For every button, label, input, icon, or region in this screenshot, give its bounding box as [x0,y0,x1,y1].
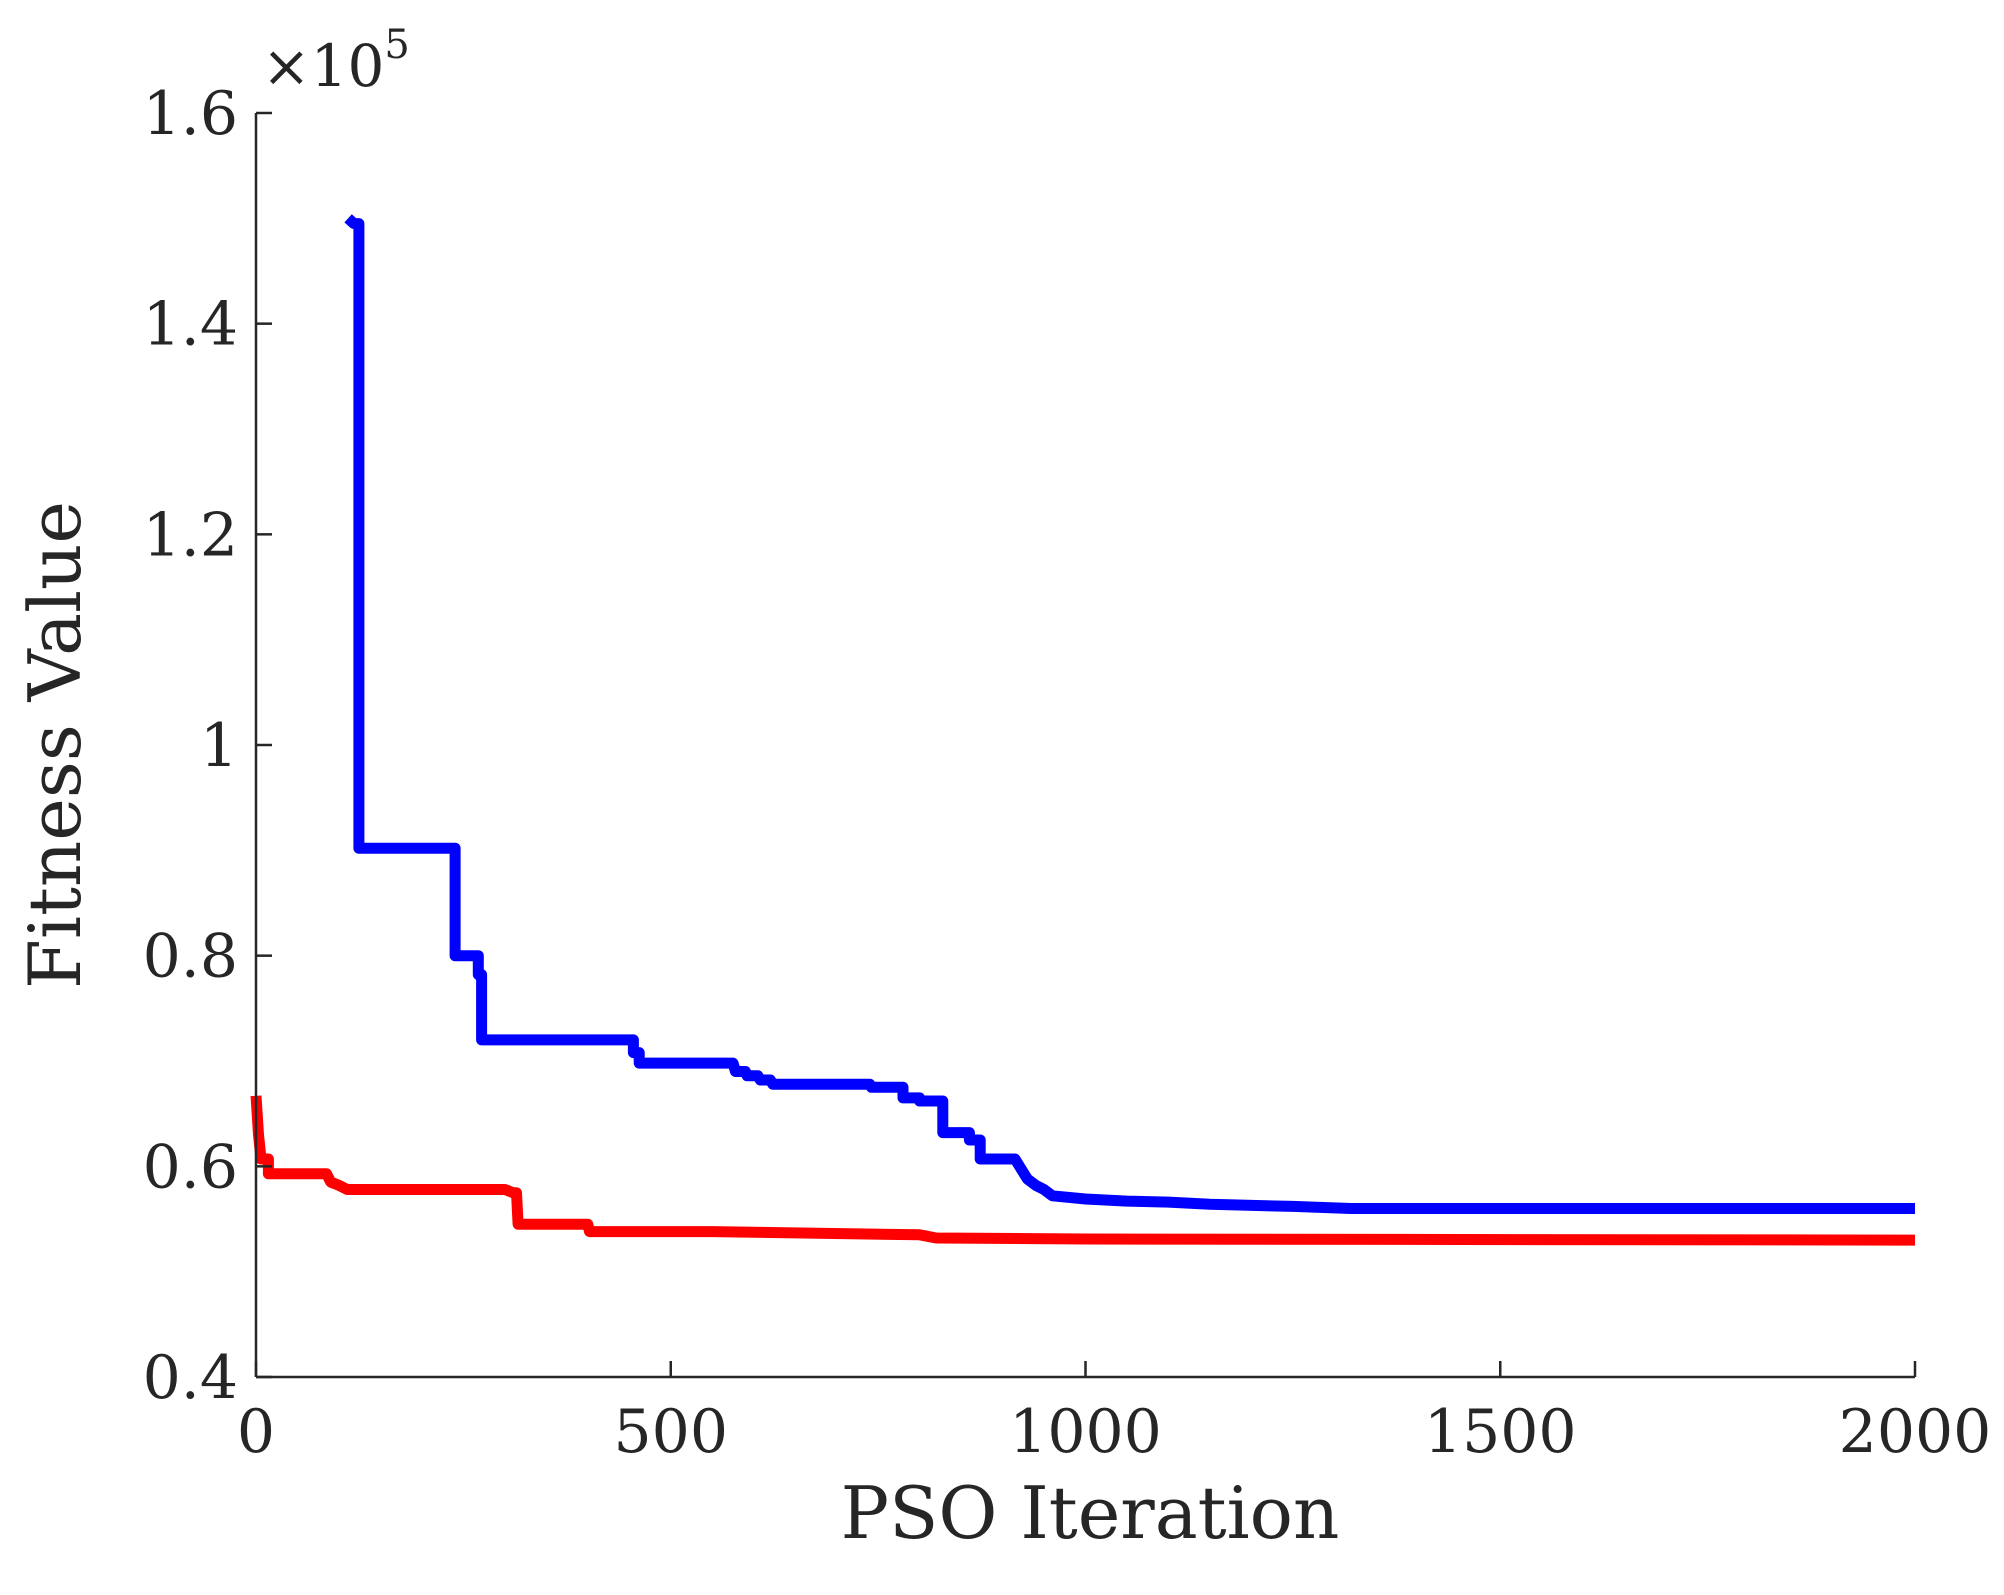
y-tick-label: 1.2 [143,500,238,570]
series-line-red [250,1095,1916,1246]
y-tick-label: 0.6 [143,1132,238,1202]
x-tick-label: 1500 [1424,1397,1577,1467]
y-tick-label: 1.6 [143,79,238,149]
y-tick-label: 1.4 [143,290,238,360]
x-tick-label: 500 [613,1397,728,1467]
y-axis-exponent-label: ×105 [262,22,410,100]
y-tick-label: 1 [200,711,238,781]
x-tick-label: 1000 [1009,1397,1162,1467]
y-axis-label: Fitness Value [13,501,97,989]
series-layer [250,214,1916,1246]
x-tick-label: 2000 [1839,1397,1992,1467]
y-tick-label: 0.8 [143,922,238,992]
y-exponent-base: ×10 [262,32,384,100]
y-exponent-power: 5 [384,22,409,68]
x-axis-label: PSO Iteration [841,1471,1340,1555]
series-line-blue [344,214,1915,1214]
y-tick-label: 0.4 [143,1343,238,1413]
ticks-layer: 0 500 1000 1500 2000 0.4 0.6 0.8 1 1.2 1.4 1.6 [143,79,1992,1467]
x-tick-label: 0 [237,1397,275,1467]
